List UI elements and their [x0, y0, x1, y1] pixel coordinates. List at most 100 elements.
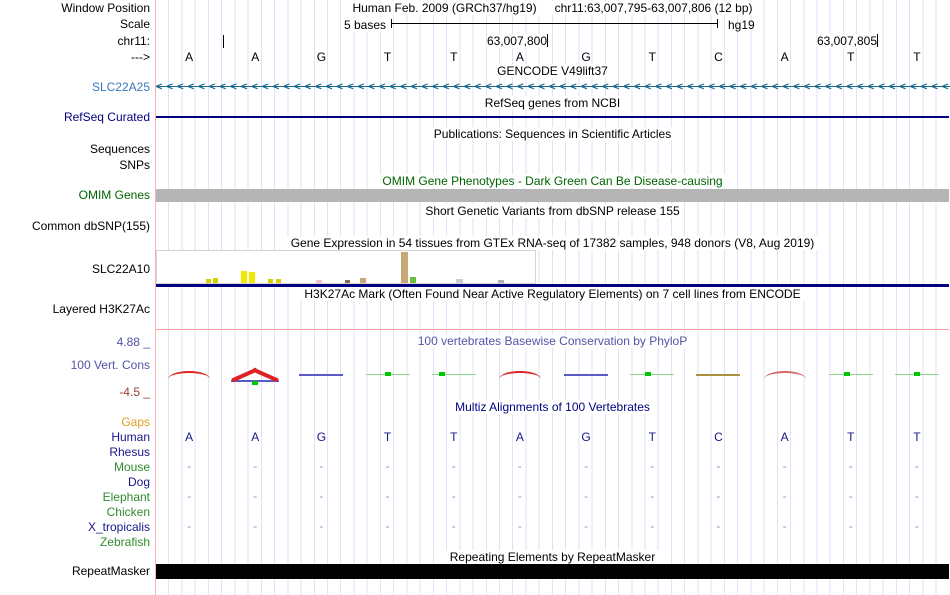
multiz-gap-dash: -	[584, 459, 589, 473]
multiz-gap-dash: -	[914, 489, 919, 503]
track-label-layered-h3k27ac[interactable]: Layered H3K27Ac	[52, 302, 150, 316]
repeatmasker-bar[interactable]	[156, 564, 949, 579]
multiz-gap-dash: -	[319, 489, 324, 503]
sequence-base: T	[648, 50, 656, 64]
track-display-area[interactable]: Human Feb. 2009 (GRCh37/hg19) chr11:63,0…	[155, 0, 950, 595]
gtex-tissue-bar[interactable]	[268, 279, 273, 283]
multiz-gap-dash: -	[187, 489, 192, 503]
track-label-omim-genes[interactable]: OMIM Genes	[78, 188, 150, 202]
multiz-gap-dash: -	[650, 459, 655, 473]
window-position-label: Window Position	[61, 1, 150, 15]
omim-gene-bar[interactable]	[156, 189, 949, 202]
phylop-mark-dot	[438, 372, 445, 376]
species-label-zebrafish[interactable]: Zebrafish	[99, 535, 150, 549]
refseq-gene-line[interactable]	[156, 116, 949, 118]
phylop-mark-dot	[913, 372, 920, 376]
multiz-gap-dash: -	[451, 489, 456, 503]
multiz-gap-dash: -	[782, 519, 787, 533]
gtex-tissue-bar[interactable]	[206, 279, 211, 283]
multiz-gap-dash: -	[782, 459, 787, 473]
multiz-base: A	[780, 430, 789, 444]
sequence-base: T	[450, 50, 458, 64]
ruler-tick	[877, 34, 878, 47]
species-label-mouse[interactable]: Mouse	[113, 460, 150, 474]
species-label-dog[interactable]: Dog	[127, 475, 150, 489]
phylop-mark-dot	[843, 372, 850, 376]
species-label-human[interactable]: Human	[111, 430, 150, 444]
multiz-gap-dash: -	[584, 519, 589, 533]
multiz-gap-dash: -	[848, 489, 853, 503]
multiz-base: T	[847, 430, 855, 444]
gene-label-slc22a25[interactable]: SLC22A25	[91, 80, 150, 94]
track-label-refseq-curated[interactable]: RefSeq Curated	[63, 110, 150, 124]
sequence-base: A	[251, 50, 260, 64]
multiz-gap-dash: -	[517, 459, 522, 473]
track-label-100-vert-cons[interactable]: 100 Vert. Cons	[70, 358, 150, 372]
multiz-gap-dash: -	[187, 459, 192, 473]
gtex-tissue-bar[interactable]	[213, 278, 218, 283]
phylop-mark-dot	[384, 372, 391, 376]
phylop-mark	[498, 371, 541, 379]
multiz-base: T	[913, 430, 921, 444]
gene-label-slc22a10[interactable]: SLC22A10	[91, 262, 150, 276]
phylop-mark	[564, 374, 609, 376]
gtex-tissue-bar[interactable]	[316, 280, 322, 283]
conservation-ymax-label: 4.88 _	[116, 335, 150, 349]
sequence-base: A	[780, 50, 789, 64]
phylop-mark	[168, 371, 211, 379]
gtex-tissue-bar[interactable]	[249, 272, 255, 283]
multiz-base: G	[581, 430, 591, 444]
multiz-gap-dash: -	[848, 459, 853, 473]
track-label-repeatmasker[interactable]: RepeatMasker	[71, 564, 150, 578]
multiz-gap-dash: -	[253, 519, 258, 533]
multiz-gap-dash: -	[716, 459, 721, 473]
gtex-tissue-bar[interactable]	[360, 278, 366, 283]
phylop-mark-dot	[645, 372, 652, 376]
sequence-base: A	[515, 50, 524, 64]
species-label-rhesus[interactable]: Rhesus	[109, 445, 150, 459]
multiz-gap-dash: -	[914, 519, 919, 533]
h3k27ac-track-title: H3K27Ac Mark (Often Found Near Active Re…	[156, 287, 949, 301]
species-label-elephant[interactable]: Elephant	[102, 490, 150, 504]
gtex-track-title: Gene Expression in 54 tissues from GTEx …	[156, 236, 949, 250]
gencode-track-title: GENCODE V49lift37	[156, 64, 949, 78]
multiz-base: T	[383, 430, 392, 444]
multiz-gap-dash: -	[385, 519, 390, 533]
gtex-tissue-bar[interactable]	[241, 271, 247, 283]
multiz-gap-dash: -	[319, 459, 324, 473]
multiz-gap-dash: -	[385, 489, 390, 503]
multiz-gap-dash: -	[253, 459, 258, 473]
gtex-gene-line[interactable]	[156, 284, 949, 287]
gtex-tissue-bar[interactable]	[276, 279, 281, 283]
phylop-mark-dot	[252, 381, 259, 385]
multiz-gap-dash: -	[584, 489, 589, 503]
species-label-chicken[interactable]: Chicken	[106, 505, 150, 519]
multiz-gap-dash: -	[782, 489, 787, 503]
gtex-expression-box[interactable]	[156, 250, 536, 284]
track-label-snps[interactable]: SNPs	[119, 158, 150, 172]
gtex-tissue-bar[interactable]	[401, 252, 408, 283]
gtex-tissue-bar[interactable]	[498, 280, 504, 283]
track-label-common-dbsnp[interactable]: Common dbSNP(155)	[31, 219, 150, 233]
gtex-tissue-bar[interactable]	[456, 279, 463, 283]
species-label-gaps[interactable]: Gaps	[121, 415, 150, 429]
species-label-x_tropicalis[interactable]: X_tropicalis	[87, 520, 150, 534]
coordinate-label-right: 63,007,805	[816, 34, 877, 48]
multiz-gap-dash: -	[451, 519, 456, 533]
scale-value-label: 5 bases	[343, 18, 386, 32]
strand-direction-label: --->	[131, 50, 150, 64]
repeatmasker-track-title: Repeating Elements by RepeatMasker	[156, 550, 949, 564]
phylop-mark	[299, 374, 344, 376]
multiz-gap-dash: -	[517, 489, 522, 503]
gtex-tissue-bar[interactable]	[345, 280, 350, 283]
publications-track-title: Publications: Sequences in Scientific Ar…	[156, 127, 949, 141]
multiz-base: T	[648, 430, 656, 444]
gencode-gene-model[interactable]: <<<<<<<<<<<<<<<<<<<<<<<<<<<<<<<<<<<<<<<<…	[156, 81, 950, 93]
multiz-gap-dash: -	[914, 459, 919, 473]
gtex-tissue-bar[interactable]	[410, 277, 416, 283]
track-label-sequences[interactable]: Sequences	[89, 142, 150, 156]
multiz-base: G	[316, 430, 327, 444]
sequence-base: G	[316, 50, 327, 64]
phylop-mark	[763, 371, 806, 379]
